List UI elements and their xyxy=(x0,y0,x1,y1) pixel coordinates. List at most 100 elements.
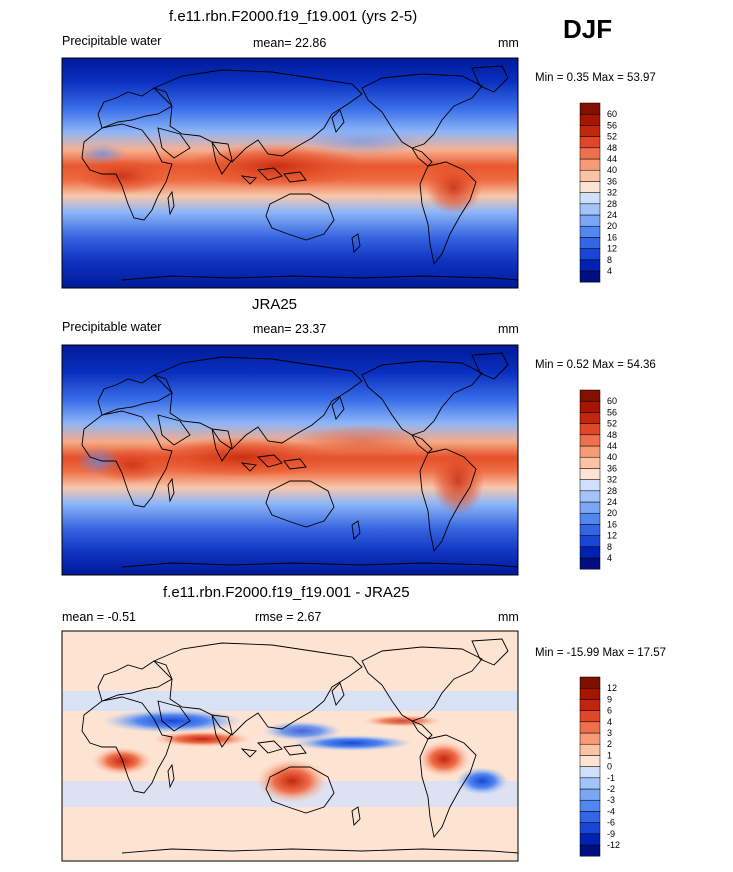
colorbar-tick-label: 0 xyxy=(607,762,612,772)
colorbar-cell xyxy=(579,102,601,115)
colorbar-cell xyxy=(579,400,601,413)
colorbar-tick-label: 52 xyxy=(607,419,617,429)
colorbar-cell xyxy=(579,490,601,503)
colorbar-tick-label: 8 xyxy=(607,542,612,552)
panel-2-left-label: Precipitable water xyxy=(62,320,162,334)
colorbar-cell xyxy=(579,259,601,272)
colorbar-cell xyxy=(579,248,601,261)
colorbar-cell xyxy=(579,676,601,689)
colorbar-tick-label: 56 xyxy=(607,120,617,130)
colorbar-cell xyxy=(579,181,601,193)
panel-2-minmax: Min = 0.52 Max = 54.36 xyxy=(535,359,656,371)
colorbar-cell xyxy=(579,456,601,469)
colorbar-cell xyxy=(579,755,601,767)
colorbar-tick-label: 2 xyxy=(607,739,612,749)
colorbar-tick-label: 1 xyxy=(607,750,612,760)
colorbar-tick-label: 40 xyxy=(607,165,617,175)
colorbar-cell xyxy=(579,557,601,570)
colorbar-cell xyxy=(579,214,601,227)
colorbar-tick-label: 8 xyxy=(607,255,612,265)
panel-3-mean-label: mean = -0.51 xyxy=(62,610,137,624)
colorbar-tick-label: 20 xyxy=(607,221,617,231)
colorbar-cell xyxy=(579,799,601,812)
colorbar-tick-label: 20 xyxy=(607,508,617,518)
colorbar-tick-label: 12 xyxy=(607,244,617,254)
colorbar-cell xyxy=(579,169,601,182)
panel-1-minmax: Min = 0.35 Max = 53.97 xyxy=(535,72,656,84)
colorbar-tick-label: 12 xyxy=(607,531,617,541)
colorbar-tick-label: -9 xyxy=(607,829,615,839)
panel-3-title: f.e11.rbn.F2000.f19_f19.001 - JRA25 xyxy=(163,584,410,601)
colorbar-cell xyxy=(579,811,601,823)
colorbar-tick-label: 52 xyxy=(607,132,617,142)
colorbar-tick-label: 36 xyxy=(607,176,617,186)
colorbar-tick-label: 6 xyxy=(607,706,612,716)
colorbar-cell xyxy=(579,412,601,424)
colorbar-cell xyxy=(579,445,601,458)
colorbar-tick-label: 60 xyxy=(607,396,617,406)
colorbar-cell xyxy=(579,237,601,249)
panel-1-title: f.e11.rbn.F2000.f19_f19.001 (yrs 2-5) xyxy=(169,8,418,25)
colorbar-tick-label: 44 xyxy=(607,441,617,451)
colorbar-tick-label: 3 xyxy=(607,728,612,738)
colorbar-cell xyxy=(579,225,601,238)
colorbar-cell xyxy=(579,479,601,492)
colorbar-tick-label: 4 xyxy=(607,553,612,563)
colorbar-cell xyxy=(579,203,601,216)
colorbar-tick-label: 36 xyxy=(607,463,617,473)
colorbar-tick-label: 4 xyxy=(607,266,612,276)
colorbar-cell xyxy=(579,147,601,160)
colorbar-tick-label: 48 xyxy=(607,143,617,153)
colorbar-cell xyxy=(579,270,601,283)
map-panel-2 xyxy=(61,344,519,576)
colorbar-cell xyxy=(579,389,601,402)
colorbar-cell xyxy=(579,546,601,559)
colorbar-tick-label: -6 xyxy=(607,818,615,828)
colorbar-cell xyxy=(579,501,601,514)
colorbar-tick-label: 48 xyxy=(607,430,617,440)
panel-2-mean-label: mean= 23.37 xyxy=(253,322,327,336)
panel-1-mean-label: mean= 22.86 xyxy=(253,36,327,50)
colorbar-tick-label: 16 xyxy=(607,232,617,242)
colorbar-tick-label: -4 xyxy=(607,806,615,816)
colorbar-cell xyxy=(579,844,601,857)
panel-3-minmax: Min = -15.99 Max = 17.57 xyxy=(535,647,667,659)
colorbar-tick-label: 4 xyxy=(607,717,612,727)
colorbar-cell xyxy=(579,721,601,734)
colorbar-cell xyxy=(579,158,601,171)
colorbar-tick-label: 28 xyxy=(607,199,617,209)
colorbar-cell xyxy=(579,766,601,779)
colorbar-cell xyxy=(579,423,601,436)
colorbar-tick-label: -2 xyxy=(607,784,615,794)
colorbar-cell xyxy=(579,535,601,548)
colorbar-cell xyxy=(579,833,601,846)
colorbar-tick-label: -3 xyxy=(607,795,615,805)
panel-1-left-label: Precipitable water xyxy=(62,34,162,48)
panel-2-units: mm xyxy=(498,322,519,336)
colorbar-cell xyxy=(579,113,601,126)
panel-1-units: mm xyxy=(498,36,519,50)
colorbar-cell xyxy=(579,192,601,205)
season-label: DJF xyxy=(563,14,613,44)
panel-3-units: mm xyxy=(498,610,519,624)
colorbar-cell xyxy=(579,687,601,700)
colorbar-tick-label: 28 xyxy=(607,486,617,496)
colorbar-tick-label: 32 xyxy=(607,188,617,198)
colorbar-cell xyxy=(579,777,601,790)
colorbar-tick-label: 24 xyxy=(607,497,617,507)
colorbar-tick-label: 60 xyxy=(607,109,617,119)
colorbar-tick-label: 44 xyxy=(607,154,617,164)
colorbar-tick-label: -1 xyxy=(607,773,615,783)
colorbar-tick-label: 32 xyxy=(607,475,617,485)
colorbar-cell xyxy=(579,699,601,711)
colorbar-tick-label: 16 xyxy=(607,519,617,529)
colorbar-cell xyxy=(579,512,601,525)
colorbar-cell xyxy=(579,136,601,149)
colorbar-tick-label: -12 xyxy=(607,840,620,850)
colorbar-cell xyxy=(579,710,601,723)
colorbar-cell xyxy=(579,434,601,447)
colorbar-cell xyxy=(579,822,601,835)
